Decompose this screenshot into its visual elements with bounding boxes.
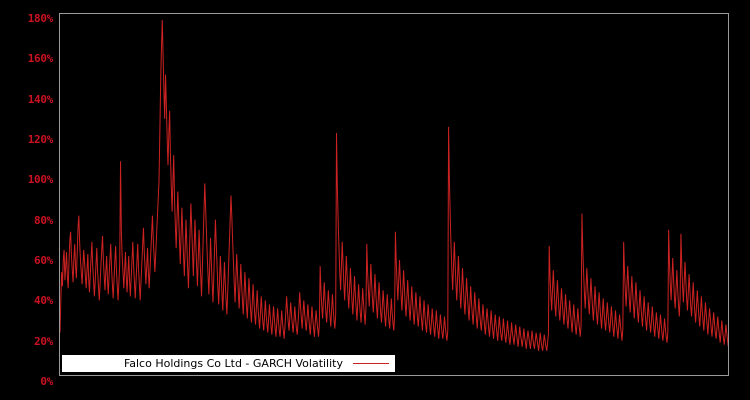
y-tick: 60% (0, 249, 53, 268)
y-tick-label: 100% (27, 173, 54, 187)
y-tick: 40% (0, 289, 53, 308)
y-tick-label: 0% (40, 375, 53, 388)
series-line-falco-garch-volatility (60, 20, 728, 351)
y-tick: 160% (0, 47, 54, 66)
legend: Falco Holdings Co Ltd - GARCH Volatility (62, 355, 395, 372)
y-tick-label: 180% (27, 12, 54, 25)
legend-line-sample (353, 363, 389, 364)
y-tick: 20% (0, 330, 53, 349)
y-tick: 0% (0, 370, 53, 389)
y-tick-label: 120% (27, 133, 54, 146)
y-tick: 140% (0, 88, 54, 107)
y-tick-label: 20% (34, 334, 53, 348)
y-tick-label: 80% (34, 213, 53, 227)
legend-label: Falco Holdings Co Ltd - GARCH Volatility (123, 357, 343, 370)
plot-area (59, 13, 729, 376)
y-tick-label: 160% (27, 52, 54, 66)
volatility-series (60, 20, 728, 351)
y-tick-label: 40% (34, 294, 53, 308)
y-tick: 120% (0, 128, 54, 147)
y-tick-label: 140% (27, 92, 54, 106)
y-tick-label: 60% (34, 254, 53, 267)
y-tick: 80% (0, 209, 53, 228)
y-tick: 100% (0, 168, 54, 187)
y-tick: 180% (0, 7, 54, 26)
